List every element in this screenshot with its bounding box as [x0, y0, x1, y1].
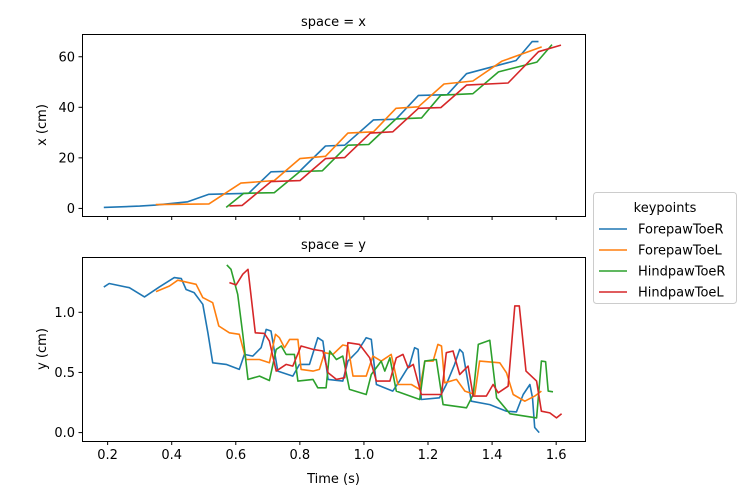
y-tick-label: 1.0 — [54, 306, 75, 321]
series-line-ForepawToeL — [155, 46, 542, 206]
y-axis-label: x (cm) — [35, 104, 50, 146]
legend: keypoints ForepawToeR ForepawToeL HindpawT… — [593, 192, 737, 304]
legend-label: ForepawToeR — [638, 223, 724, 238]
y-tick-label: 40 — [58, 101, 75, 116]
x-tick-label: 1.4 — [482, 448, 503, 463]
x-tick-label: 0.4 — [161, 448, 182, 463]
legend-frame — [593, 192, 737, 304]
x-tick-label: 0.2 — [97, 448, 118, 463]
x-tick-label: 0.8 — [290, 448, 311, 463]
panel-y: space = y 0.2 0.4 0.6 0.8 1.0 1.2 1.4 1.6 0.0 0.5 1… — [35, 238, 586, 487]
axes-frame — [82, 257, 586, 442]
y-tick-label: 0.5 — [54, 366, 75, 381]
x-axis-label: Time (s) — [306, 472, 360, 487]
legend-label: ForepawToeL — [638, 244, 723, 259]
y-axis-label: y (cm) — [35, 328, 50, 370]
panel-title: space = x — [301, 15, 366, 30]
legend-title: keypoints — [634, 201, 697, 216]
y-tick-label: 0.0 — [54, 426, 75, 441]
y-tick-label: 0 — [67, 202, 75, 217]
x-tick-label: 0.6 — [225, 448, 246, 463]
series-line-HindpawToeR — [226, 264, 554, 419]
series-line-HindpawToeL — [229, 44, 562, 207]
series-line-HindpawToeR — [225, 44, 553, 209]
axes-frame — [82, 34, 586, 217]
legend-label: HindpawToeR — [638, 265, 725, 280]
x-tick-label: 1.0 — [354, 448, 375, 463]
series-line-HindpawToeL — [229, 268, 563, 419]
x-tick-label: 1.2 — [418, 448, 439, 463]
panel-x: space = x 0 20 40 60 x (cm) — [35, 15, 586, 220]
series-line-ForepawToeR — [103, 40, 539, 209]
series-line-ForepawToeR — [103, 276, 540, 434]
y-tick-label: 20 — [58, 151, 75, 166]
y-tick-label: 60 — [58, 50, 75, 65]
x-tick-label: 1.6 — [546, 448, 567, 463]
panel-title: space = y — [301, 238, 366, 253]
legend-label: HindpawToeL — [638, 286, 724, 301]
